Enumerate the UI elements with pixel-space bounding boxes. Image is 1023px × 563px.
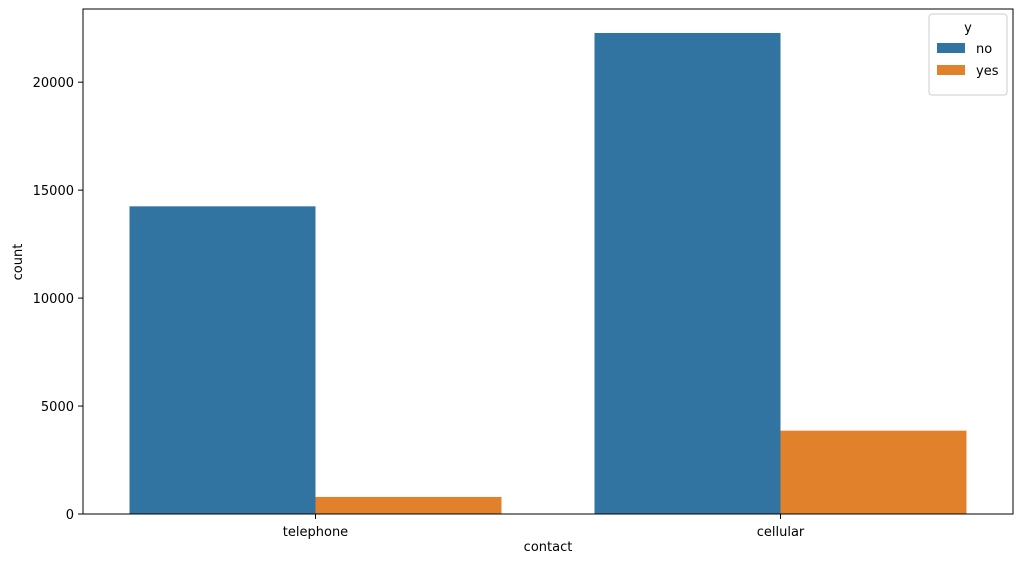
bars-group xyxy=(129,32,967,515)
y-tick-label-20000: 20000 xyxy=(33,76,74,91)
plot-frame xyxy=(82,8,1014,515)
y-axis-label: count xyxy=(11,244,26,281)
y-tick-label-5000: 5000 xyxy=(41,400,74,415)
legend-swatch-no xyxy=(937,43,965,53)
bar-telephone-yes xyxy=(315,496,502,514)
bar-cellular-yes xyxy=(780,430,967,514)
y-tick-label-0: 0 xyxy=(66,508,74,523)
x-tick-label-telephone: telephone xyxy=(283,525,348,540)
legend-swatch-yes xyxy=(937,65,965,75)
legend: y no yes xyxy=(928,13,1008,96)
y-axis-ticks: 0 5000 10000 15000 20000 xyxy=(33,76,83,523)
x-axis-ticks: telephone cellular xyxy=(283,514,805,540)
legend-title: y xyxy=(964,21,972,36)
x-axis-label: contact xyxy=(524,540,573,555)
y-tick-label-15000: 15000 xyxy=(33,184,74,199)
legend-label-no: no xyxy=(976,42,992,57)
x-tick-label-cellular: cellular xyxy=(757,525,805,540)
legend-label-yes: yes xyxy=(976,64,999,79)
bar-telephone-no xyxy=(129,206,316,514)
y-tick-label-10000: 10000 xyxy=(33,292,74,307)
bar-cellular-no xyxy=(594,32,781,515)
